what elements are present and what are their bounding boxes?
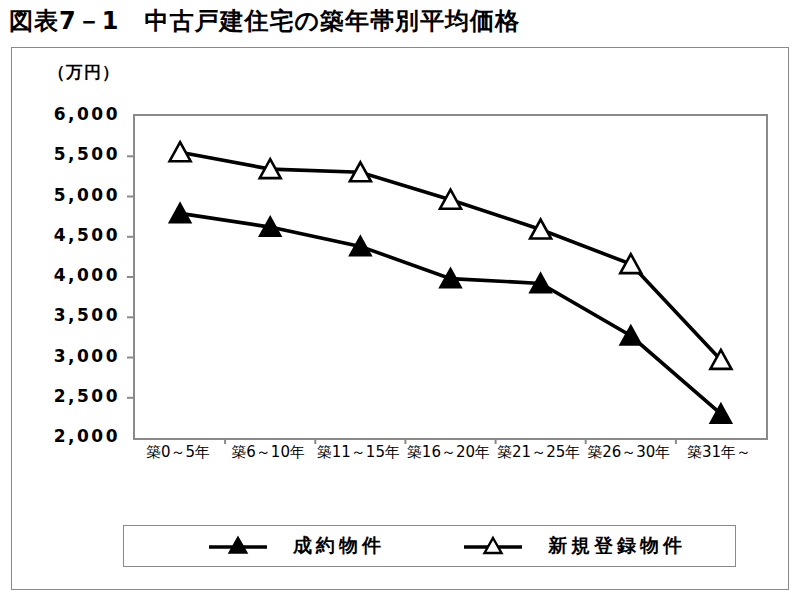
line-chart-canvas bbox=[135, 116, 766, 438]
x-axis-tick-label: 築26～30年 bbox=[584, 442, 674, 462]
x-axis-tick-label: 築0～5年 bbox=[133, 442, 223, 462]
filled-triangle-marker-icon bbox=[208, 534, 286, 558]
open-triangle-marker-icon bbox=[463, 534, 541, 558]
y-axis-tick-label: 2,500 bbox=[16, 386, 120, 406]
open-triangle-marker bbox=[170, 142, 191, 161]
y-axis-tick-label: 2,000 bbox=[16, 426, 120, 446]
y-axis-tick-label: 5,500 bbox=[16, 144, 120, 164]
plot-area bbox=[133, 114, 768, 440]
x-axis-tick-label: 築16～20年 bbox=[403, 442, 493, 462]
open-triangle-marker bbox=[530, 220, 551, 239]
chart-outer-frame: （万円） 6,000 5,500 5,000 4,500 4,000 3,500 3,000… bbox=[11, 47, 789, 590]
series-line-filled-triangle bbox=[180, 213, 721, 414]
y-axis-tick-label: 5,000 bbox=[16, 185, 120, 205]
x-axis-tick-labels: 築0～5年築6～10年築11～15年築16～20年築21～25年築26～30年築… bbox=[133, 442, 764, 464]
y-axis-tick-label: 4,000 bbox=[16, 265, 120, 285]
filled-triangle-marker bbox=[620, 326, 641, 345]
y-axis-tick-label: 3,000 bbox=[16, 346, 120, 366]
legend-label-newly-registered: 新規登録物件 bbox=[548, 533, 686, 559]
y-axis-tick-label: 3,500 bbox=[16, 305, 120, 325]
chart-title: 図表7－1 中古戸建住宅の築年帯別平均価格 bbox=[9, 5, 520, 37]
legend-entry-newly-registered: 新規登録物件 bbox=[463, 533, 686, 559]
x-axis-tick-label: 築6～10年 bbox=[223, 442, 313, 462]
legend-entry-contracted: 成約物件 bbox=[208, 533, 385, 559]
y-axis-tick-label: 6,000 bbox=[16, 104, 120, 124]
y-axis-tick-label: 4,500 bbox=[16, 225, 120, 245]
series-line-open-triangle bbox=[180, 152, 721, 360]
legend-label-contracted: 成約物件 bbox=[293, 533, 385, 559]
open-triangle-marker bbox=[620, 254, 641, 273]
y-axis-unit-label: （万円） bbox=[48, 61, 120, 84]
legend-box: 成約物件 新規登録物件 bbox=[123, 525, 736, 567]
x-axis-tick-label: 築31年～ bbox=[674, 442, 764, 462]
x-axis-tick-label: 築11～15年 bbox=[313, 442, 403, 462]
x-axis-tick-label: 築21～25年 bbox=[494, 442, 584, 462]
